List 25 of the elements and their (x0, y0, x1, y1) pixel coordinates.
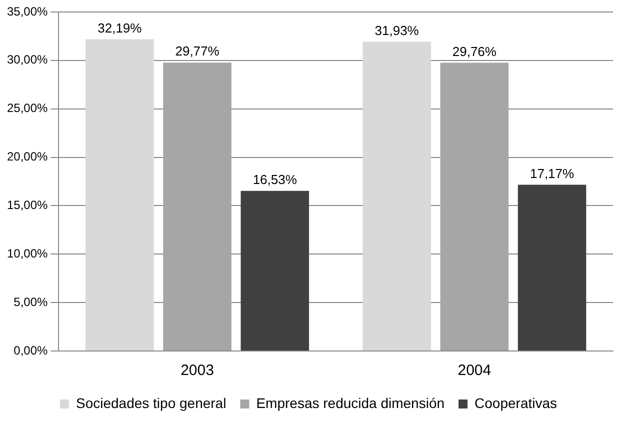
y-tick-label: 0,00% (14, 343, 48, 358)
bar (240, 190, 310, 350)
legend-label: Empresas reducida dimensión (256, 394, 445, 411)
bar (518, 184, 586, 350)
y-tick-label: 35,00% (6, 4, 48, 18)
bar (440, 62, 509, 350)
y-tick-label: 10,00% (6, 246, 48, 260)
bar (86, 39, 154, 350)
bar (362, 42, 431, 350)
legend-label: Cooperativas (474, 394, 558, 411)
y-tick-label: 30,00% (6, 52, 48, 67)
y-tick-label: 20,00% (6, 150, 48, 164)
bar (163, 62, 232, 350)
data-label: 29,77% (175, 44, 220, 59)
y-tick-label: 25,00% (6, 101, 48, 116)
data-label: 29,76% (452, 44, 497, 59)
data-label: 17,17% (530, 166, 575, 181)
data-label: 16,53% (252, 172, 298, 187)
legend-label: Sociedades tipo general (76, 394, 226, 411)
x-tick-label: 2003 (180, 362, 214, 380)
y-tick-label: 5,00% (14, 294, 48, 309)
data-label: 31,93% (374, 22, 420, 38)
x-tick-label: 2004 (458, 362, 492, 380)
data-label: 32,19% (98, 20, 142, 36)
y-tick-label: 15,00% (6, 198, 48, 212)
